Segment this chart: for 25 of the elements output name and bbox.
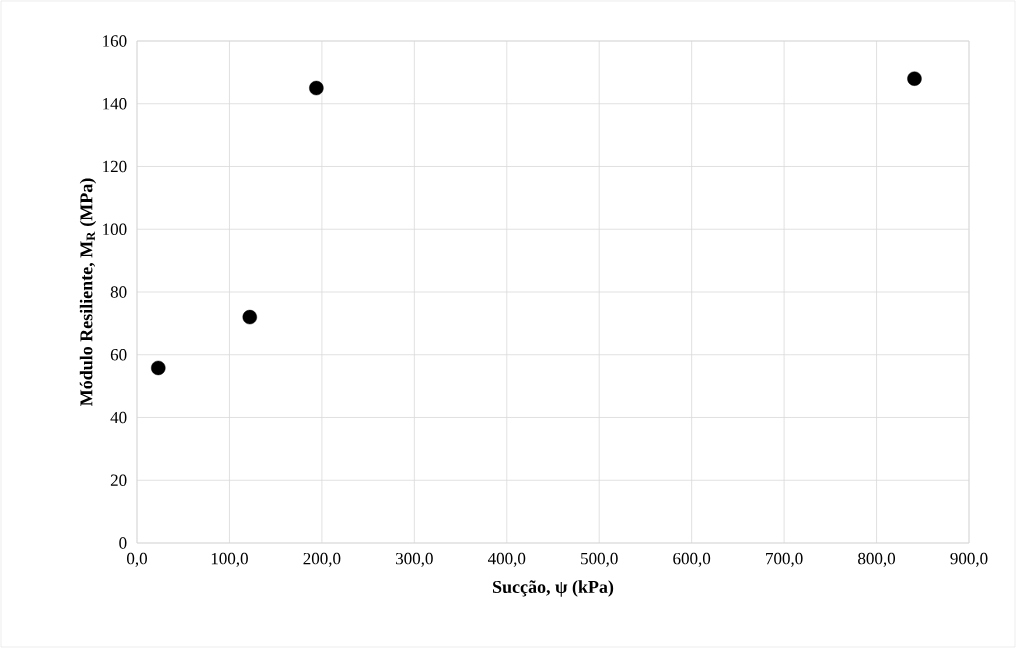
y-tick-label: 100 (103, 223, 127, 235)
x-tick-label: 100,0 (211, 552, 248, 567)
y-axis-title: Módulo Resiliente, M$_{R}$ (MPa) (79, 178, 97, 406)
point (309, 80, 324, 96)
x-tick-label: 200,0 (303, 552, 341, 567)
x-tick-label: 700,0 (766, 552, 803, 567)
point (151, 360, 166, 376)
x-tick-label: 300,0 (396, 552, 433, 567)
y-tick-label: 0 (119, 537, 127, 549)
x-tick-label: 800,0 (858, 552, 896, 567)
y-tick-label: 120 (103, 160, 127, 173)
y-tick-label: 20 (110, 474, 127, 486)
x-tick-label: 0,0 (127, 552, 147, 567)
y-tick-label: 160 (103, 35, 127, 47)
x-tick-label: 500,0 (581, 552, 618, 567)
x-tick-label: 900,0 (950, 552, 988, 567)
y-tick-label: 60 (110, 349, 127, 361)
point (907, 71, 922, 86)
x-tick-label: 600,0 (673, 552, 711, 567)
x-tick-label: 400,0 (487, 552, 526, 567)
point (242, 309, 257, 325)
y-tick-label: 80 (110, 286, 127, 298)
y-tick-label: 40 (110, 411, 127, 424)
y-tick-label: 140 (103, 98, 127, 110)
x-axis-title: Sucção, ψ (kPa) (493, 580, 614, 597)
